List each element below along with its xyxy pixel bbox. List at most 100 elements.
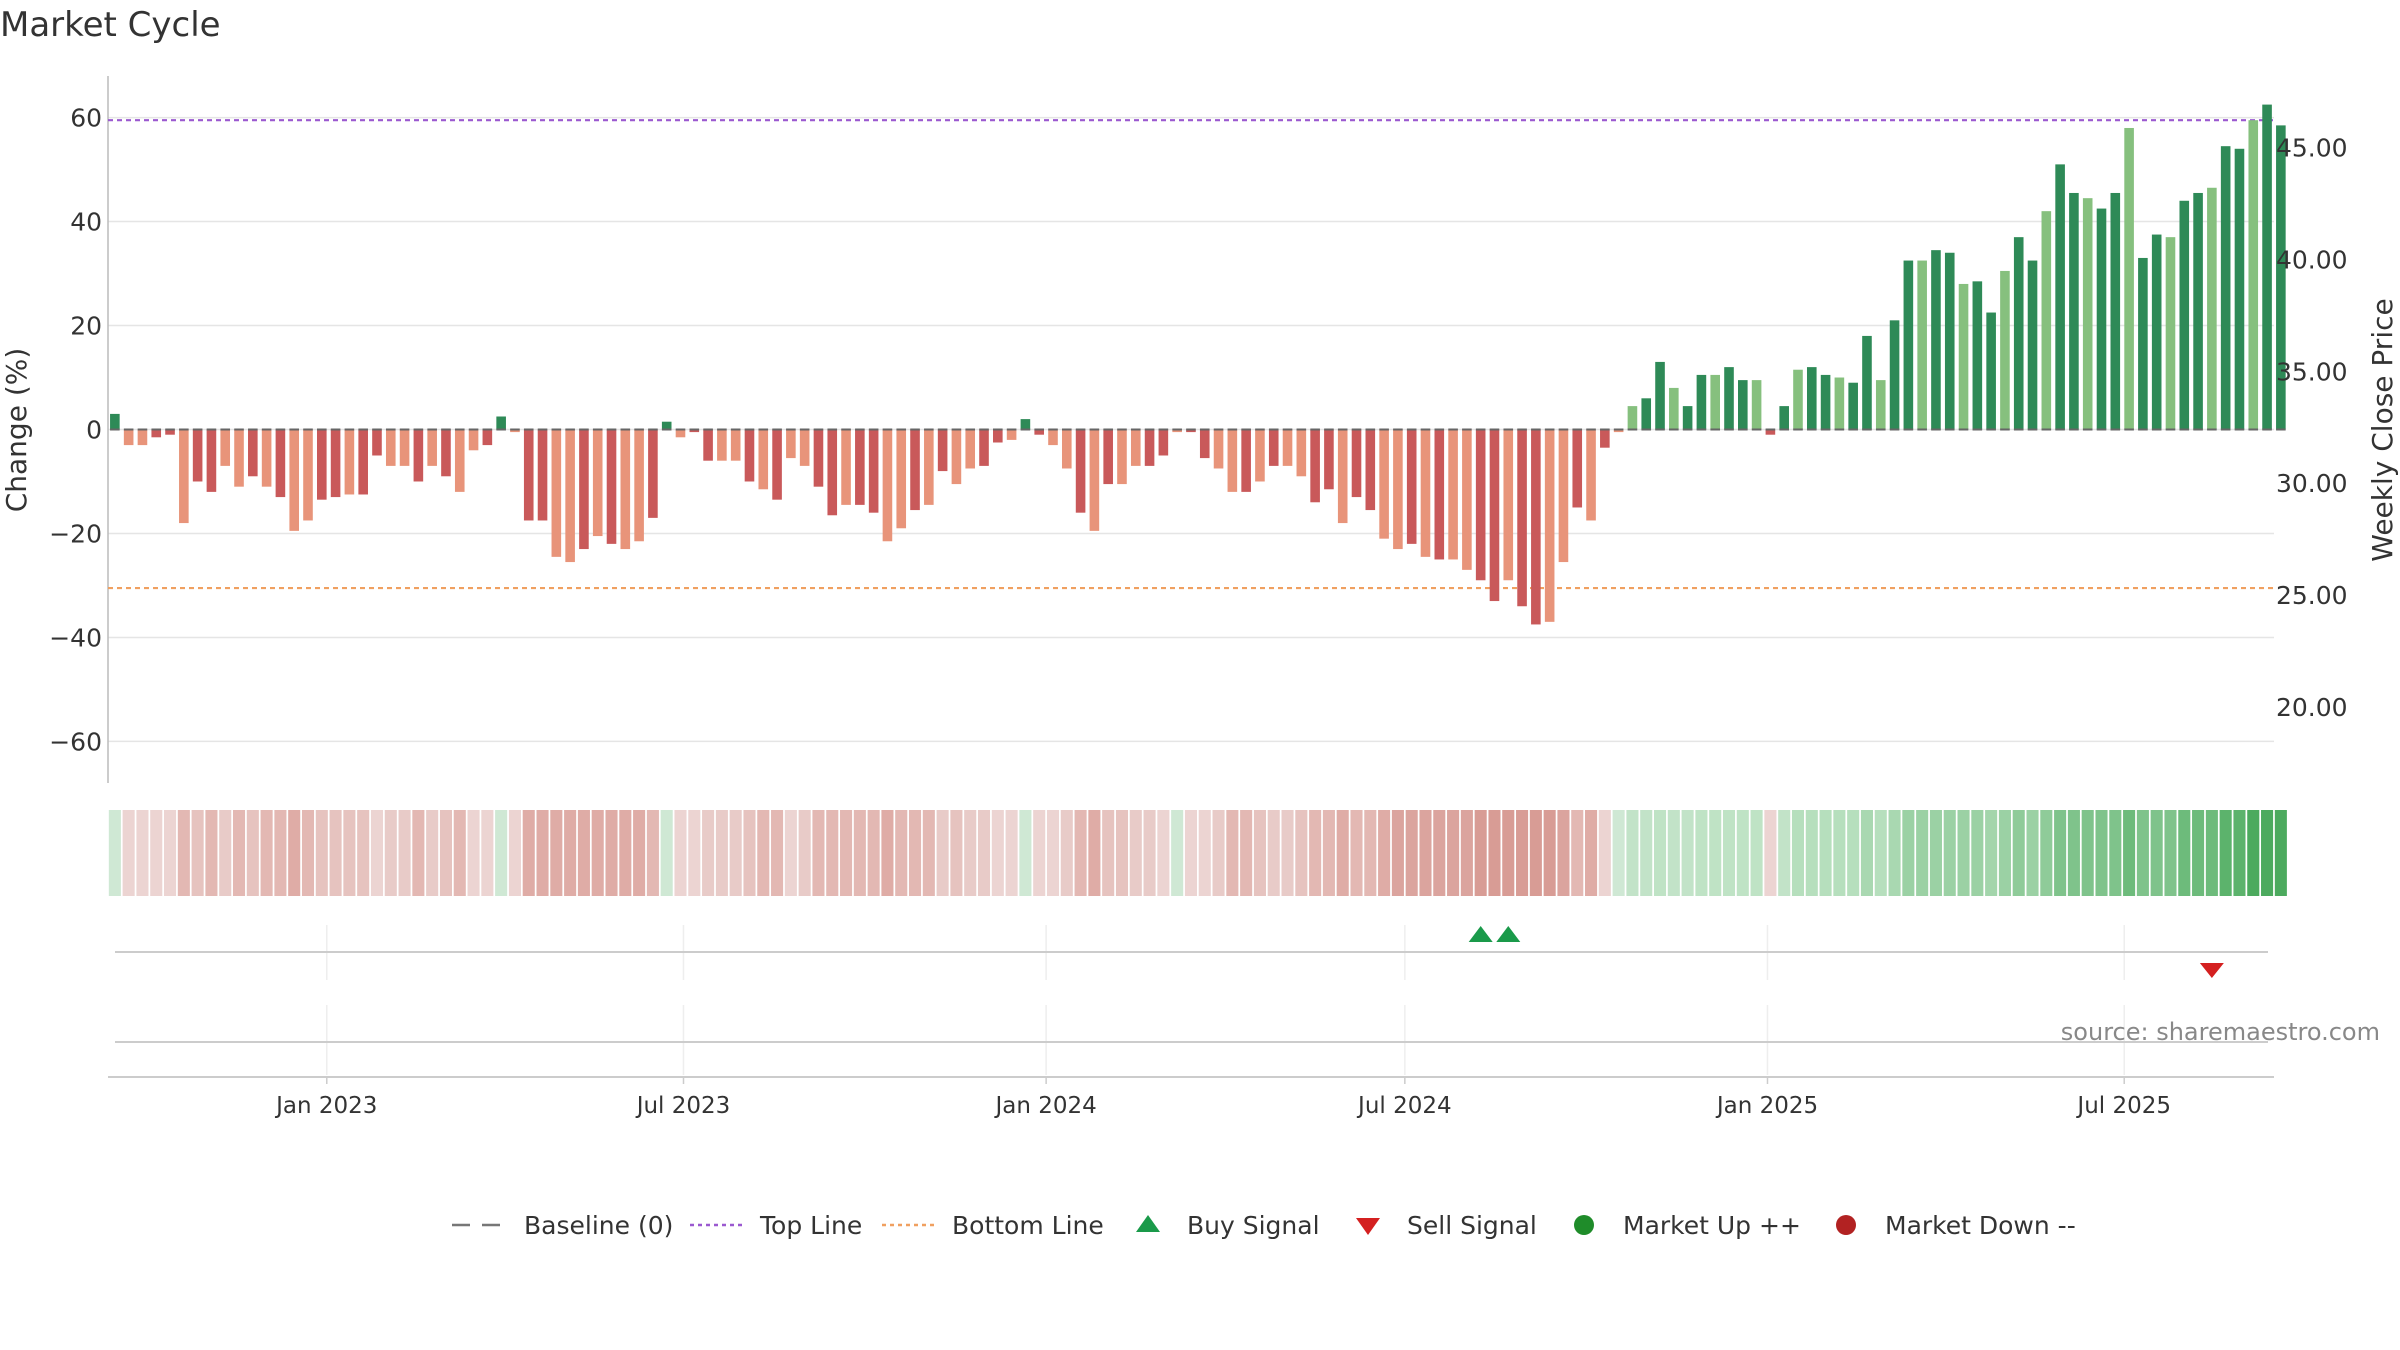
heat-cell bbox=[370, 810, 384, 896]
bar bbox=[316, 429, 327, 500]
y-tick-label: −20 bbox=[49, 519, 102, 548]
heat-cell bbox=[1626, 810, 1639, 896]
bar bbox=[1931, 250, 1941, 430]
x-tick-label: Jul 2023 bbox=[635, 1093, 731, 1119]
bar bbox=[1117, 429, 1127, 485]
bar bbox=[1227, 429, 1238, 492]
bar bbox=[2179, 200, 2190, 430]
bar bbox=[634, 429, 644, 542]
bar bbox=[2110, 192, 2121, 430]
legend-circle-icon bbox=[1836, 1215, 1856, 1235]
bar bbox=[841, 429, 851, 505]
x-tick-label: Jan 2025 bbox=[1715, 1093, 1818, 1119]
bar bbox=[620, 429, 631, 550]
heat-cell bbox=[564, 810, 577, 896]
heat-cell bbox=[1805, 810, 1818, 896]
heat-cell bbox=[426, 810, 439, 896]
bar bbox=[2013, 237, 2024, 430]
bar bbox=[2027, 260, 2038, 430]
bar bbox=[165, 429, 175, 435]
heat-cell bbox=[164, 810, 177, 896]
heat-cell bbox=[784, 810, 797, 896]
heat-cell bbox=[232, 810, 246, 896]
bar bbox=[703, 429, 713, 461]
x-tick-label: Jul 2024 bbox=[1356, 1093, 1452, 1119]
bar bbox=[1199, 429, 1210, 459]
bar bbox=[2276, 125, 2286, 430]
heat-cell bbox=[2067, 810, 2080, 896]
bar bbox=[1034, 429, 1044, 435]
heat-cell bbox=[1212, 810, 1225, 896]
bar bbox=[344, 429, 355, 495]
heat-cell bbox=[2261, 810, 2274, 896]
bar bbox=[496, 416, 506, 430]
bar bbox=[303, 429, 313, 521]
heat-cell bbox=[1985, 810, 1998, 896]
bar bbox=[2220, 146, 2231, 430]
bar bbox=[744, 429, 755, 482]
bar bbox=[2151, 234, 2162, 430]
bar bbox=[1406, 429, 1417, 544]
heat-cell bbox=[439, 810, 452, 896]
heat-cell bbox=[605, 810, 618, 896]
bar bbox=[606, 429, 617, 544]
heat-cell bbox=[1129, 810, 1142, 896]
heat-cell bbox=[481, 810, 494, 896]
bar bbox=[1324, 429, 1334, 490]
legend-label: Sell Signal bbox=[1407, 1211, 1537, 1240]
bar bbox=[137, 429, 148, 446]
reference-lines bbox=[108, 119, 2274, 590]
x-axis: Jan 2023 Jul 2023 Jan 2024 Jul 2024 Jan 2025… bbox=[274, 1077, 2171, 1119]
heat-cell bbox=[1281, 810, 1294, 896]
bar bbox=[220, 429, 231, 466]
heat-cell bbox=[1529, 810, 1542, 896]
buy-signal-marker bbox=[1496, 926, 1521, 942]
heat-cell bbox=[301, 810, 315, 896]
heat-cell bbox=[108, 810, 121, 896]
bar bbox=[1006, 429, 1017, 440]
heat-cell bbox=[646, 810, 659, 896]
bar bbox=[1462, 429, 1472, 570]
heat-cell bbox=[1888, 810, 1901, 896]
heat-cell bbox=[1074, 810, 1087, 896]
heat-cell bbox=[1722, 810, 1736, 896]
heat-cell bbox=[1667, 810, 1680, 896]
bar bbox=[2082, 198, 2093, 430]
heat-cell bbox=[1198, 810, 1211, 896]
heat-cell bbox=[2012, 810, 2025, 896]
bar bbox=[1434, 429, 1445, 560]
market-panel bbox=[108, 1005, 2274, 1078]
heat-cell bbox=[909, 810, 922, 896]
heat-cell bbox=[1791, 810, 1805, 896]
bar bbox=[1613, 429, 1624, 433]
y-axis-right: 45.00 40.00 35.00 30.00 25.00 20.00 bbox=[2276, 134, 2348, 722]
bar bbox=[179, 429, 189, 524]
heat-cell bbox=[840, 810, 853, 896]
heat-cell bbox=[674, 810, 687, 896]
legend-label: Baseline (0) bbox=[524, 1211, 673, 1240]
bar bbox=[1917, 260, 1927, 430]
bar bbox=[1393, 429, 1403, 550]
bar bbox=[1820, 374, 1831, 430]
heat-cell bbox=[1488, 810, 1501, 896]
bar bbox=[1172, 429, 1182, 433]
bar bbox=[206, 429, 217, 492]
bar bbox=[1669, 387, 1679, 430]
heat-cell bbox=[2233, 810, 2246, 896]
heat-cell bbox=[1736, 810, 1749, 896]
bar bbox=[1020, 419, 1031, 430]
heat-cell bbox=[2095, 810, 2108, 896]
heat-cell bbox=[1322, 810, 1335, 896]
heat-cell bbox=[702, 810, 715, 896]
bar bbox=[399, 429, 410, 466]
bar bbox=[1103, 429, 1113, 485]
heat-cell bbox=[357, 810, 370, 896]
bar bbox=[2262, 104, 2272, 430]
heat-cell bbox=[177, 810, 190, 896]
bar bbox=[1213, 429, 1224, 469]
heat-cell bbox=[1171, 810, 1184, 896]
heat-cell bbox=[1088, 810, 1101, 896]
legend-label: Top Line bbox=[759, 1211, 862, 1240]
heat-cell bbox=[2054, 810, 2067, 896]
heat-cell bbox=[1916, 810, 1929, 896]
